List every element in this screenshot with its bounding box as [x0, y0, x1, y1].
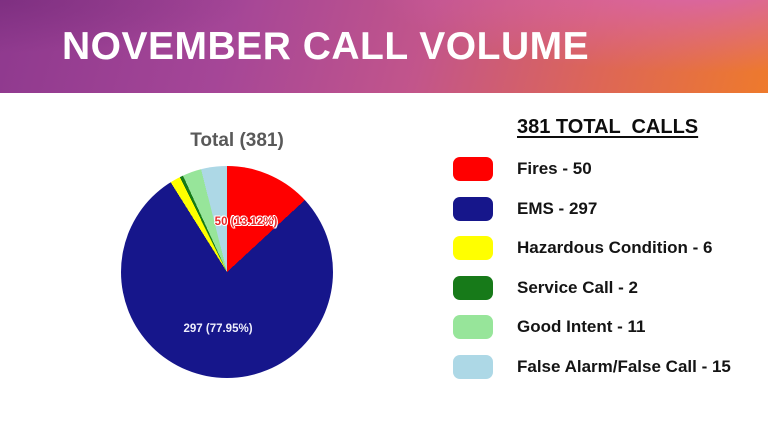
legend-row: Good Intent - 11 [453, 315, 731, 339]
legend-row: Fires - 50 [453, 157, 731, 181]
legend-label: Hazardous Condition - 6 [517, 238, 713, 257]
legend: Fires - 50 EMS - 297 Hazardous Condition… [453, 157, 731, 379]
legend-row: Service Call - 2 [453, 275, 731, 300]
legend-label: Fires - 50 [517, 159, 592, 178]
legend-label: False Alarm/False Call - 15 [517, 356, 731, 376]
legend-swatch [453, 315, 493, 339]
legend-row: EMS - 297 [453, 196, 731, 221]
pie-graphic [121, 166, 333, 378]
legend-swatch [453, 275, 493, 300]
legend-label: Good Intent - 11 [517, 317, 646, 336]
legend-label: Service Call - 2 [517, 277, 638, 297]
pie-chart-title: Total (381) [190, 130, 284, 151]
legend-row: Hazardous Condition - 6 [453, 236, 731, 260]
pie-label-fires: 50 (13.12%) [214, 216, 278, 228]
legend-swatch [453, 157, 493, 181]
page-title: NOVEMBER CALL VOLUME [62, 25, 590, 68]
pie-chart: 50 (13.12%) 297 (77.95%) [121, 166, 333, 378]
legend-swatch [453, 196, 493, 221]
legend-row: False Alarm/False Call - 15 [453, 354, 731, 379]
legend-swatch [453, 354, 493, 379]
pie-label-ems: 297 (77.95%) [183, 323, 253, 335]
legend-label: EMS - 297 [517, 198, 598, 218]
legend-heading: 381 TOTAL CALLS [517, 116, 699, 138]
legend-swatch [453, 236, 493, 260]
header-banner: NOVEMBER CALL VOLUME [0, 0, 768, 93]
